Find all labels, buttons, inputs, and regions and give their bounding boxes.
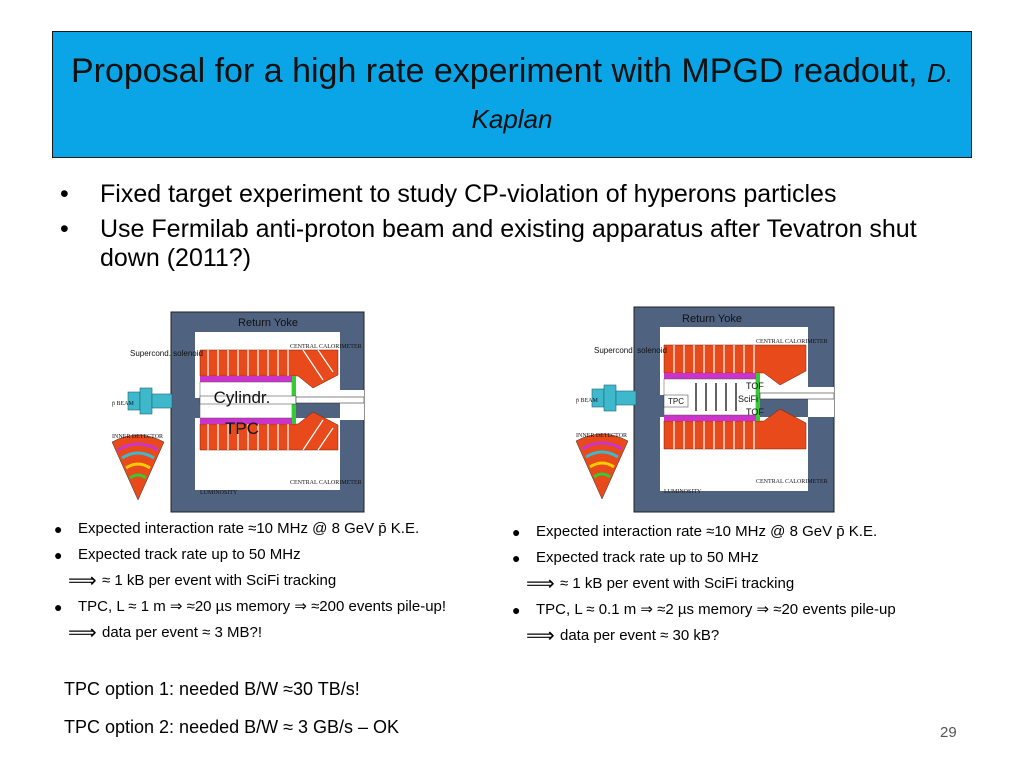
bullet-dot: ●	[54, 547, 63, 563]
left-list: ● Expected interaction rate ≈10 MHz @ 8 …	[54, 520, 494, 650]
return-yoke-label: Return Yoke	[682, 313, 742, 325]
tpc-option-2: TPC option 2: needed B/W ≈ 3 GB/s – OK	[64, 717, 400, 737]
scifi-label: SciFi	[738, 394, 758, 404]
list-item-text: TPC, L ≈ 1 m ⇒ ≈20 µs memory ⇒ ≈200 even…	[78, 598, 447, 615]
inner-detector-label: INNER DETECTOR	[112, 434, 163, 440]
calorimeter-label-top: CENTRAL CALORIMETER	[290, 344, 362, 350]
list-item-text: Expected track rate up to 50 MHz	[78, 546, 301, 563]
detector-figure-left: Return Yoke Supercond. solenoid CENTRAL …	[108, 310, 370, 515]
list-item: ● Expected interaction rate ≈10 MHz @ 8 …	[512, 523, 972, 549]
tpc-label-line1: Cylindr.	[214, 388, 271, 407]
list-item-text: Expected track rate up to 50 MHz	[536, 549, 759, 566]
list-item: ● TPC, L ≈ 0.1 m ⇒ ≈2 µs memory ⇒ ≈20 ev…	[512, 601, 972, 627]
calorimeter-label-bottom: CENTRAL CALORIMETER	[756, 479, 828, 485]
list-item-text: data per event ≈ 30 kB?	[560, 627, 720, 644]
beam-label: p̄ BEAM	[112, 401, 135, 407]
list-item: ● Expected track rate up to 50 MHz	[512, 549, 972, 575]
title-main: Proposal for a high rate experiment with…	[70, 51, 918, 90]
list-item: ⟹ ≈ 1 kB per event with SciFi tracking	[54, 570, 494, 598]
list-item: ⟹ data per event ≈ 30 kB?	[512, 625, 972, 653]
luminosity-label: LUMINOSITY	[664, 489, 702, 495]
beam-label: p̄ BEAM	[576, 398, 599, 404]
tof-label-bottom: TOF	[746, 407, 764, 417]
tpc-label: TPC	[668, 397, 684, 406]
slide-number: 29	[940, 724, 957, 741]
beam-injector	[591, 384, 637, 412]
list-item-text: ≈ 1 kB per event with SciFi tracking	[102, 572, 337, 589]
bullet-dot: ●	[512, 524, 521, 540]
implies-icon: ⟹	[526, 573, 555, 595]
list-item: ● Expected track rate up to 50 MHz	[54, 546, 494, 572]
implies-icon: ⟹	[526, 625, 555, 647]
list-item: ⟹ data per event ≈ 3 MB?!	[54, 622, 494, 650]
solenoid-top	[200, 376, 292, 382]
beam-injector	[127, 387, 173, 415]
tpc-option-1: TPC option 1: needed B/W ≈30 TB/s!	[64, 679, 360, 699]
list-item-text: Expected interaction rate ≈10 MHz @ 8 Ge…	[78, 520, 420, 537]
slide-title: Proposal for a high rate experiment with…	[53, 49, 971, 141]
list-item-text: Expected interaction rate ≈10 MHz @ 8 Ge…	[536, 523, 878, 540]
bullet-dot: ●	[54, 521, 63, 537]
list-item-text: ≈ 1 kB per event with SciFi tracking	[560, 575, 795, 592]
calorimeter-label-bottom: CENTRAL CALORIMETER	[290, 480, 362, 486]
title-author: D. Kaplan	[471, 57, 954, 134]
solenoid-label: Supercond. solenoid	[130, 349, 203, 358]
bullet-dot: ●	[512, 550, 521, 566]
solenoid-bottom	[200, 418, 292, 424]
tof-label-top: TOF	[746, 381, 764, 391]
inner-detector-label: INNER DETECTOR	[576, 433, 627, 439]
return-yoke-label: Return Yoke	[238, 317, 298, 329]
list-item-text: data per event ≈ 3 MB?!	[102, 624, 262, 641]
solenoid-bottom	[664, 415, 756, 421]
calorimeter-top	[199, 349, 339, 451]
luminosity-label: LUMINOSITY	[200, 490, 238, 496]
bullet-list: Fixed target experiment to study CP-viol…	[60, 180, 980, 279]
inner-detector-fan	[111, 434, 165, 501]
solenoid-label: Supercond. solenoid	[594, 346, 667, 355]
scifi-planes	[695, 383, 737, 411]
calorimeter-top	[663, 344, 807, 450]
implies-icon: ⟹	[68, 570, 97, 592]
calorimeter-label-top: CENTRAL CALORIMETER	[756, 339, 828, 345]
bullet-item: Fixed target experiment to study CP-viol…	[60, 180, 980, 209]
right-list: ● Expected interaction rate ≈10 MHz @ 8 …	[512, 523, 972, 653]
list-item: ● TPC, L ≈ 1 m ⇒ ≈20 µs memory ⇒ ≈200 ev…	[54, 598, 494, 624]
list-item: ● Expected interaction rate ≈10 MHz @ 8 …	[54, 520, 494, 546]
bullet-dot: ●	[512, 602, 521, 618]
title-box: Proposal for a high rate experiment with…	[52, 31, 972, 158]
detector-figure-right: Return Yoke Supercond. solenoid CENTRAL …	[570, 305, 840, 515]
tpc-label-line2: TPC	[225, 419, 259, 438]
inner-detector-fan	[575, 433, 629, 500]
implies-icon: ⟹	[68, 622, 97, 644]
solenoid-top	[664, 373, 756, 379]
bullet-dot: ●	[54, 599, 63, 615]
bullet-item: Use Fermilab anti-proton beam and existi…	[60, 215, 980, 273]
list-item-text: TPC, L ≈ 0.1 m ⇒ ≈2 µs memory ⇒ ≈20 even…	[536, 601, 896, 618]
list-item: ⟹ ≈ 1 kB per event with SciFi tracking	[512, 573, 972, 601]
